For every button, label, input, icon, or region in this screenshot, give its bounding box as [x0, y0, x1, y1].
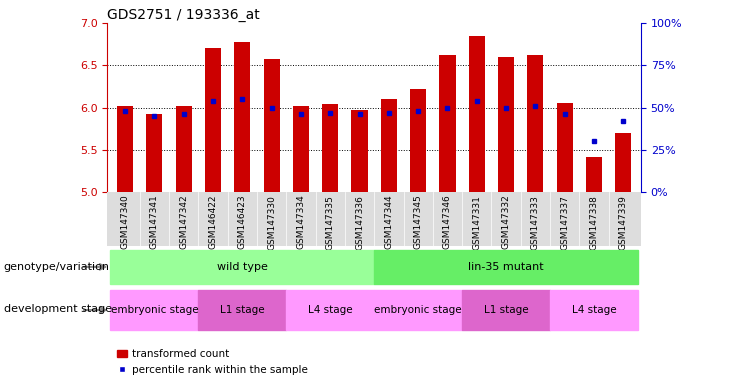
Bar	[199, 290, 286, 330]
Text: wild type: wild type	[217, 262, 268, 272]
Text: GSM146422: GSM146422	[208, 195, 217, 249]
Legend: transformed count, percentile rank within the sample: transformed count, percentile rank withi…	[113, 345, 313, 379]
Text: GSM147334: GSM147334	[296, 195, 305, 250]
Text: GSM147345: GSM147345	[413, 195, 422, 250]
Bar	[410, 89, 426, 192]
Text: GSM147333: GSM147333	[531, 195, 540, 250]
Text: GSM147344: GSM147344	[385, 195, 393, 249]
Text: L4 stage: L4 stage	[572, 305, 617, 315]
Bar	[110, 290, 199, 330]
Bar	[234, 41, 250, 192]
Text: embryonic stage: embryonic stage	[374, 305, 462, 315]
Bar	[528, 55, 543, 192]
Bar	[556, 103, 573, 192]
Text: GDS2751 / 193336_at: GDS2751 / 193336_at	[107, 8, 260, 22]
Text: GSM147346: GSM147346	[443, 195, 452, 250]
Text: L1 stage: L1 stage	[220, 305, 265, 315]
Bar	[439, 55, 456, 192]
Bar	[205, 48, 221, 192]
Text: L4 stage: L4 stage	[308, 305, 353, 315]
Bar	[110, 250, 374, 284]
Text: GSM147337: GSM147337	[560, 195, 569, 250]
Bar	[146, 114, 162, 192]
Bar	[550, 290, 638, 330]
Text: GSM147336: GSM147336	[355, 195, 364, 250]
Bar	[176, 106, 192, 192]
Text: genotype/variation: genotype/variation	[4, 262, 110, 272]
Text: development stage: development stage	[4, 304, 112, 314]
Text: GSM147339: GSM147339	[619, 195, 628, 250]
Bar	[374, 290, 462, 330]
Bar	[462, 290, 550, 330]
Text: GSM147331: GSM147331	[472, 195, 482, 250]
Text: GSM147332: GSM147332	[502, 195, 511, 250]
Bar	[498, 57, 514, 192]
Bar	[469, 36, 485, 192]
Text: L1 stage: L1 stage	[484, 305, 528, 315]
Text: GSM147335: GSM147335	[326, 195, 335, 250]
Bar	[351, 110, 368, 192]
Text: lin-35 mutant: lin-35 mutant	[468, 262, 544, 272]
Bar	[322, 104, 339, 192]
Bar	[615, 133, 631, 192]
Text: embryonic stage: embryonic stage	[110, 305, 198, 315]
Bar	[586, 157, 602, 192]
Bar	[381, 99, 397, 192]
Bar	[374, 250, 638, 284]
Text: GSM147338: GSM147338	[590, 195, 599, 250]
Bar	[264, 60, 279, 192]
Bar	[117, 106, 133, 192]
Text: GSM147330: GSM147330	[267, 195, 276, 250]
Text: GSM147341: GSM147341	[150, 195, 159, 250]
Bar	[286, 290, 374, 330]
Bar	[293, 106, 309, 192]
Text: GSM146423: GSM146423	[238, 195, 247, 249]
Text: GSM147342: GSM147342	[179, 195, 188, 249]
Text: GSM147340: GSM147340	[121, 195, 130, 250]
